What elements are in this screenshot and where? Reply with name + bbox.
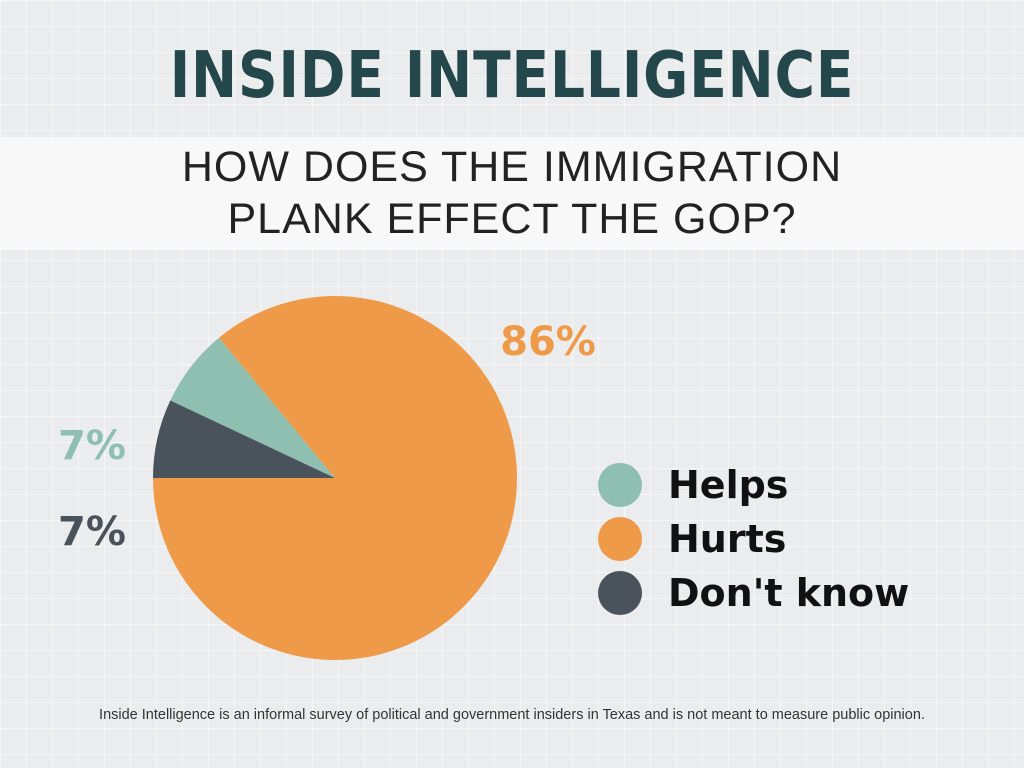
- legend-label-hurts: Hurts: [668, 517, 787, 561]
- data-label-hurts: 86%: [500, 319, 596, 365]
- pie-slice-dont-know: [153, 400, 335, 478]
- chart-question: HOW DOES THE IMMIGRATION PLANK EFFECT TH…: [0, 141, 1024, 245]
- question-line-1: HOW DOES THE IMMIGRATION: [181, 143, 843, 191]
- legend-swatch-hurts: [598, 517, 642, 561]
- legend-label-dont-know: Don't know: [668, 571, 910, 615]
- legend-label-helps: Helps: [668, 463, 789, 507]
- legend-item-dont-know: Don't know: [598, 566, 909, 620]
- data-label-dont-know: 7%: [58, 509, 126, 555]
- data-label-helps: 7%: [58, 423, 126, 469]
- question-line-2: PLANK EFFECT THE GOP?: [227, 195, 797, 243]
- pie-slice-helps: [170, 337, 335, 478]
- main-title: INSIDE INTELLIGENCE: [169, 39, 855, 113]
- legend-item-hurts: Hurts: [598, 512, 909, 566]
- footnote: Inside Intelligence is an informal surve…: [99, 707, 925, 723]
- legend-swatch-helps: [598, 463, 642, 507]
- legend: Helps Hurts Don't know: [598, 458, 909, 620]
- question-band: [0, 137, 1024, 250]
- legend-swatch-dont-know: [598, 571, 642, 615]
- legend-item-helps: Helps: [598, 458, 909, 512]
